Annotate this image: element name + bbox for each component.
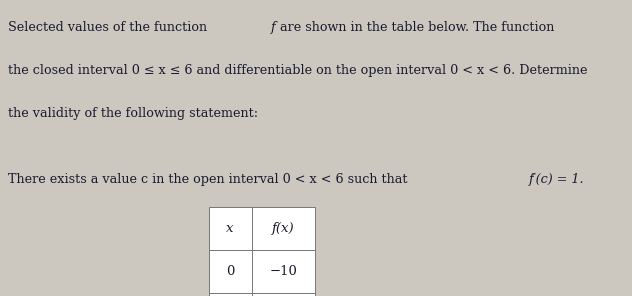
Text: the closed interval 0 ≤ x ≤ 6 and differentiable on the open interval 0 < x < 6.: the closed interval 0 ≤ x ≤ 6 and differ…	[8, 64, 588, 77]
Text: 0: 0	[226, 265, 234, 278]
Text: There exists a value c in the open interval 0 < x < 6 such that: There exists a value c in the open inter…	[8, 173, 411, 186]
Bar	[252, 207, 315, 250]
Bar	[252, 293, 315, 296]
Text: the validity of the following statement:: the validity of the following statement:	[8, 107, 258, 120]
Text: f: f	[270, 21, 275, 34]
Text: f(x): f(x)	[272, 222, 295, 235]
Text: f′(c) = 1.: f′(c) = 1.	[529, 173, 585, 186]
Bar	[252, 250, 315, 293]
Text: −10: −10	[269, 265, 297, 278]
Bar	[209, 250, 252, 293]
Text: x: x	[226, 222, 234, 235]
Bar	[209, 207, 252, 250]
Bar	[209, 293, 252, 296]
Text: Selected values of the function: Selected values of the function	[8, 21, 211, 34]
Text: are shown in the table below. The function: are shown in the table below. The functi…	[276, 21, 559, 34]
